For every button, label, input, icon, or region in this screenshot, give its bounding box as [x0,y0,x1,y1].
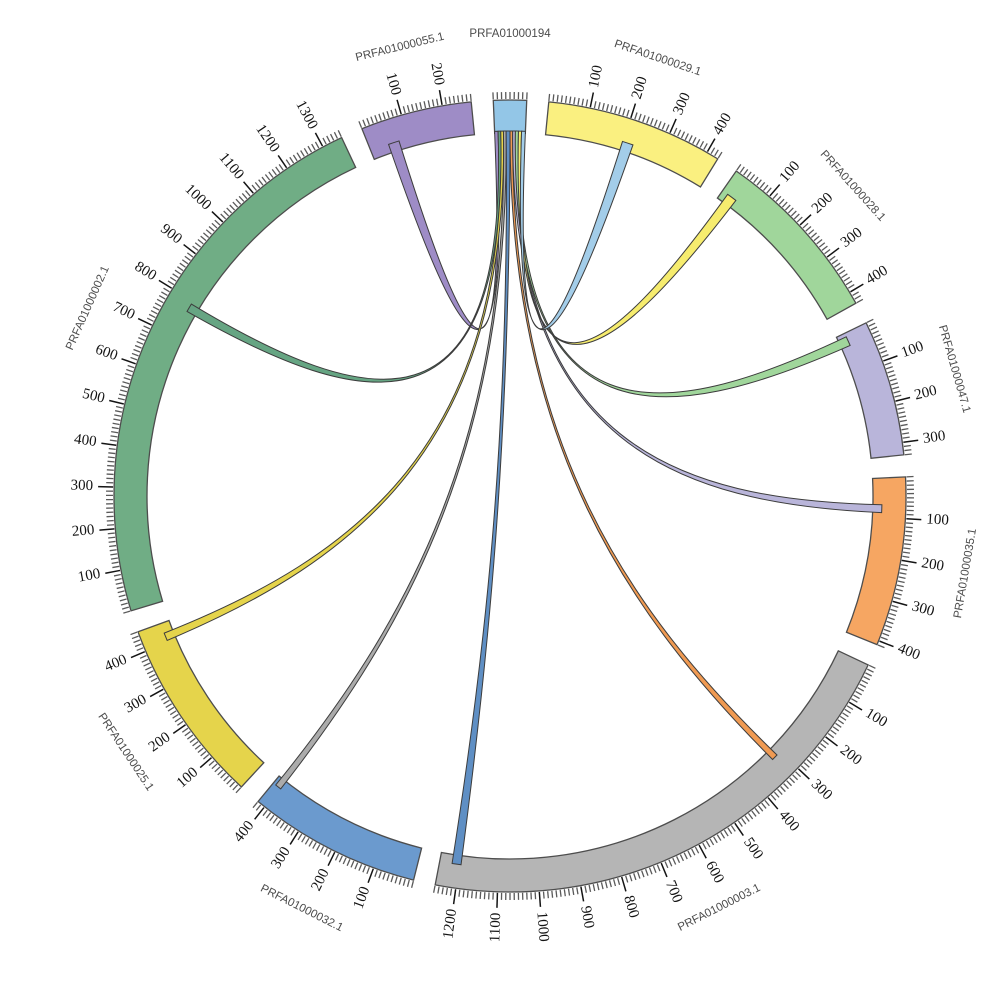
segment-arc-PRFA01000047.1 [835,321,905,459]
segment-arc-PRFA01000194 [492,99,528,134]
tick-label: 100 [862,705,890,730]
tick-marks-PRFA01000055.1 [358,89,472,129]
chord-PRFA01000194-to-PRFA01000028.1 [517,130,737,345]
tick-label: 700 [662,878,685,905]
tick-marks-PRFA01000035.1 [877,475,922,649]
segment-label-PRFA01000055.1: PRFA01000055.1 [354,31,445,64]
tick-label: 300 [922,428,946,447]
tick-label: 200 [427,62,447,87]
tick-label: 200 [71,522,95,540]
tick-labels-PRFA01000055.1: 100 200 [382,62,447,97]
tick-label: 600 [93,342,120,365]
tick-label: 900 [157,221,185,247]
segment-label-PRFA01000003.1: PRFA01000003.1 [676,882,762,934]
tick-label: 500 [740,835,766,863]
tick-label: 300 [808,776,835,803]
chord-PRFA01000194-to-PRFA01000003.1 [509,130,778,761]
tick-marks-PRFA01000028.1 [736,164,864,304]
tick-label: 100 [586,64,606,89]
tick-label: 1200 [440,908,460,940]
chord-PRFA01000194-to-PRFA01000035.1 [512,130,883,514]
segment-label-PRFA01000035.1: PRFA01000035.1 [952,528,979,620]
tick-label: 800 [132,259,160,284]
tick-label: 400 [710,110,735,137]
chord-PRFA01000194-to-PRFA01000003.1 [451,130,511,866]
segment-label-PRFA01000194: PRFA01000194 [469,28,551,40]
segment-label-PRFA01000025.1: PRFA01000025.1 [95,711,155,793]
tick-marks-PRFA01000002.1 [98,130,342,614]
segment-arc-PRFA01000032.1 [257,775,423,881]
tick-label: 300 [268,844,294,872]
tick-label: 600 [702,859,727,886]
tick-marks-PRFA01000029.1 [548,92,723,159]
tick-label: 200 [809,190,836,217]
segment-label-PRFA01000032.1: PRFA01000032.1 [258,883,344,935]
segment-arc-PRFA01000002.1 [113,136,357,612]
chord-PRFA01000194-to-PRFA01000025.1 [163,130,504,642]
tick-label: 400 [102,652,129,676]
chord-PRFA01000194-to-PRFA01000047.1 [514,130,851,398]
tick-label: 300 [910,598,936,619]
tick-marks-PRFA01000025.1 [130,631,242,794]
tick-label: 100 [351,885,374,912]
tick-label: 100 [926,511,949,528]
tick-label: 1200 [252,122,282,156]
tick-marks-PRFA01000003.1 [433,664,876,908]
tick-label: 1300 [292,98,320,132]
tick-label: 300 [70,477,93,494]
segment-arc-PRFA01000028.1 [716,170,857,321]
chord-PRFA01000194-to-PRFA01000002.1 [186,130,502,383]
segment-arc-PRFA01000035.1 [845,476,907,646]
segment-label-PRFA01000029.1: PRFA01000029.1 [613,38,703,78]
tick-label: 800 [620,894,642,920]
segment-label-PRFA01000002.1: PRFA01000002.1 [64,264,112,352]
tick-marks-PRFA01000047.1 [866,318,919,456]
tick-label: 100 [899,338,926,361]
tick-label: 900 [577,905,597,930]
chord-PRFA01000194-to-PRFA01000055.1 [387,130,500,331]
tick-label: 200 [146,729,174,755]
chord-PRFA01000194-to-PRFA01000029.1 [519,130,634,331]
tick-label: 1000 [181,181,214,213]
segment-arc-PRFA01000055.1 [361,101,476,161]
tick-marks-PRFA01000194 [492,92,528,100]
segment-label-PRFA01000028.1: PRFA01000028.1 [818,148,888,223]
tick-label: 100 [382,71,404,97]
tick-label: 1000 [533,911,551,942]
tick-label: 1100 [216,150,247,183]
tick-label: 100 [77,566,102,586]
tick-label: 400 [231,818,258,846]
tick-label: 200 [629,75,651,101]
segment-arc-PRFA01000003.1 [434,649,870,893]
tick-label: 200 [913,383,939,404]
tick-label: 200 [837,742,865,768]
tick-label: 300 [670,90,694,117]
tick-label: 100 [174,764,201,791]
tick-labels-PRFA01000035.1: 100 200 300 400 [895,511,949,663]
segment-label-PRFA01000047.1: PRFA01000047.1 [936,324,972,415]
tick-label: 400 [775,807,802,834]
tick-label: 200 [308,866,332,893]
tick-label: 300 [838,225,866,251]
tick-label: 100 [777,158,804,185]
tick-label: 400 [73,431,97,450]
tick-marks-PRFA01000032.1 [252,801,414,888]
tick-label: 400 [895,640,922,663]
tick-label: 1100 [487,913,504,943]
tick-label: 400 [863,263,891,288]
segment-arc-PRFA01000025.1 [137,619,265,788]
chord-PRFA01000194-to-PRFA01000032.1 [275,130,507,790]
tick-label: 200 [920,555,945,574]
tick-label: 700 [110,299,137,323]
tick-labels-PRFA01000047.1: 100 200 300 [899,338,946,446]
tick-label: 500 [81,386,107,407]
tick-label: 300 [122,692,149,717]
